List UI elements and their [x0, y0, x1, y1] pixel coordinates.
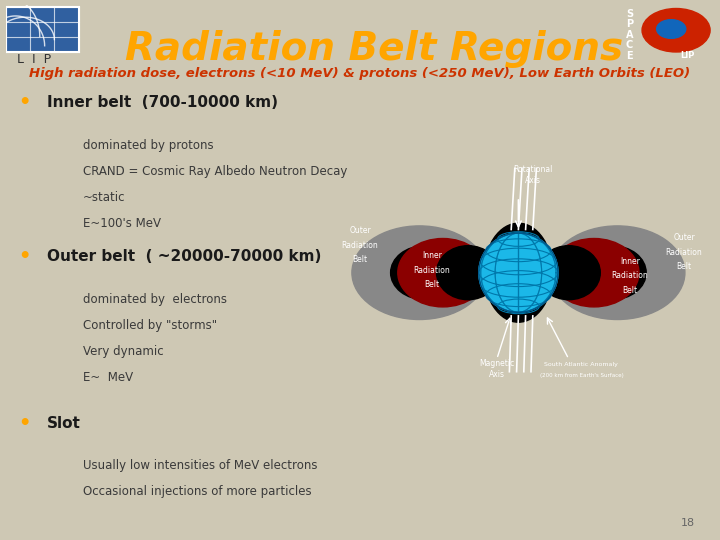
Circle shape: [479, 233, 558, 312]
Text: High radiation dose, electrons (<10 MeV) & protons (<250 MeV), Low Earth Orbits : High radiation dose, electrons (<10 MeV)…: [30, 68, 690, 80]
Text: Outer: Outer: [673, 233, 695, 242]
Ellipse shape: [577, 246, 647, 300]
Text: Belt: Belt: [352, 255, 368, 264]
FancyBboxPatch shape: [6, 7, 78, 52]
Text: South Atlantic Anomaly: South Atlantic Anomaly: [544, 362, 618, 367]
Text: Belt: Belt: [622, 286, 638, 294]
Text: Inner belt  (700-10000 km): Inner belt (700-10000 km): [47, 95, 278, 110]
Text: C: C: [626, 40, 633, 50]
Text: Inner: Inner: [620, 256, 640, 266]
Text: Belt: Belt: [676, 262, 692, 271]
Text: E: E: [626, 51, 633, 61]
Text: E~100's MeV: E~100's MeV: [83, 217, 161, 230]
Ellipse shape: [397, 239, 488, 307]
Text: Radiation Belt Regions: Radiation Belt Regions: [125, 30, 624, 68]
Ellipse shape: [484, 223, 553, 322]
Text: P: P: [626, 19, 633, 29]
Text: Radiation: Radiation: [341, 240, 379, 249]
Text: Usually low intensities of MeV electrons: Usually low intensities of MeV electrons: [83, 459, 318, 472]
Text: E~  MeV: E~ MeV: [83, 371, 133, 384]
Ellipse shape: [390, 246, 459, 300]
Text: ~static: ~static: [83, 191, 125, 204]
Text: A: A: [626, 30, 633, 40]
Circle shape: [657, 19, 686, 38]
Text: Belt: Belt: [424, 280, 440, 289]
Text: 18: 18: [680, 518, 695, 528]
Text: Radiation: Radiation: [413, 266, 451, 275]
Text: Axis: Axis: [525, 176, 541, 185]
Text: Inner: Inner: [422, 251, 442, 260]
Text: Radiation: Radiation: [665, 248, 703, 256]
Text: Rotational: Rotational: [513, 165, 552, 174]
Text: CRAND = Cosmic Ray Albedo Neutron Decay: CRAND = Cosmic Ray Albedo Neutron Decay: [83, 165, 347, 178]
Text: •: •: [18, 414, 30, 434]
Text: •: •: [18, 247, 30, 266]
Text: Very dynamic: Very dynamic: [83, 345, 163, 358]
Text: dominated by  electrons: dominated by electrons: [83, 293, 227, 306]
Ellipse shape: [537, 246, 600, 300]
Text: S: S: [626, 9, 633, 18]
Text: L  I  P: L I P: [17, 53, 52, 66]
Text: (200 km from Earth's Surface): (200 km from Earth's Surface): [539, 373, 624, 378]
Text: Outer: Outer: [349, 226, 371, 235]
Text: Slot: Slot: [47, 416, 81, 431]
Text: Radiation: Radiation: [611, 271, 649, 280]
Text: Magnetic: Magnetic: [480, 359, 514, 368]
Ellipse shape: [436, 246, 500, 300]
Text: Axis: Axis: [489, 370, 505, 379]
Ellipse shape: [550, 226, 685, 320]
Ellipse shape: [549, 239, 639, 307]
Text: Controlled by "storms": Controlled by "storms": [83, 319, 217, 332]
Ellipse shape: [352, 226, 487, 320]
Text: LIP: LIP: [680, 51, 695, 60]
Text: Occasional injections of more particles: Occasional injections of more particles: [83, 485, 312, 498]
Circle shape: [642, 9, 710, 52]
Text: Outer belt  ( ~20000-70000 km): Outer belt ( ~20000-70000 km): [47, 249, 321, 264]
Text: dominated by protons: dominated by protons: [83, 139, 213, 152]
Text: •: •: [18, 93, 30, 112]
